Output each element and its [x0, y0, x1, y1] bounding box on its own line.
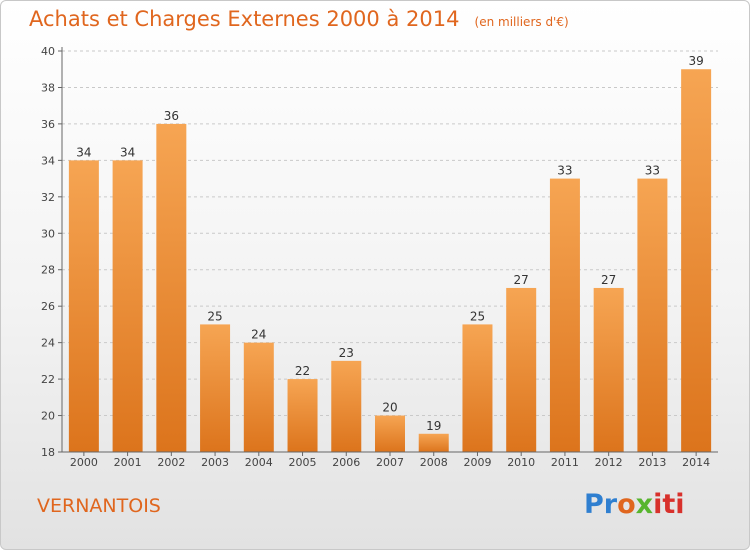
y-tick-label: 32: [41, 191, 55, 204]
logo-part: x: [635, 489, 654, 520]
data-label: 25: [470, 309, 485, 323]
bar: [549, 178, 580, 452]
x-tick-label: 2006: [332, 456, 360, 469]
bar: [243, 342, 274, 452]
y-tick-label: 30: [41, 227, 55, 240]
x-tick-label: 2010: [507, 456, 535, 469]
x-tick-label: 2002: [157, 456, 185, 469]
title-row: Achats et Charges Externes 2000 à 2014 (…: [29, 7, 569, 31]
proxiti-logo: Proxiti: [584, 489, 685, 520]
commune-name: VERNANTOIS: [37, 495, 161, 517]
data-label: 34: [120, 145, 135, 159]
data-label: 36: [164, 109, 179, 123]
y-tick-label: 36: [41, 118, 55, 131]
bar: [637, 178, 668, 452]
x-tick-label: 2009: [463, 456, 491, 469]
bar: [156, 123, 187, 452]
x-tick-label: 2003: [201, 456, 229, 469]
y-tick-label: 22: [41, 373, 55, 386]
data-label: 19: [426, 419, 441, 433]
data-label: 34: [76, 145, 91, 159]
y-tick-label: 34: [41, 154, 55, 167]
data-label: 23: [339, 346, 354, 360]
bar: [418, 433, 449, 452]
logo-part: Pr: [584, 489, 618, 520]
data-label: 27: [601, 273, 616, 287]
bar: [506, 287, 537, 452]
x-tick-label: 2014: [682, 456, 710, 469]
bars: 34 34 36 25 24 22 23 20 19 25 27 33 27 33 39: [68, 54, 712, 453]
bar: [462, 324, 493, 452]
y-tick-label: 26: [41, 300, 55, 313]
bar: [375, 415, 405, 452]
y-tick-label: 18: [41, 446, 55, 459]
x-tick-label: 2004: [245, 456, 273, 469]
y-tick-label: 38: [41, 81, 55, 94]
y-tick-label: 28: [41, 264, 55, 277]
x-tick-label: 2012: [595, 456, 623, 469]
data-label: 22: [295, 364, 310, 378]
bar: [287, 379, 318, 452]
data-label: 39: [688, 54, 703, 68]
bar: [331, 360, 362, 452]
y-tick-label: 20: [41, 410, 55, 423]
bar: [200, 324, 231, 452]
data-label: 33: [645, 164, 660, 178]
data-label: 27: [514, 273, 529, 287]
bar: [68, 160, 99, 452]
axes: 18 20 22 24 26 28 30 32 34 36 38 40 2000 2001 2002 2003…: [41, 45, 718, 469]
data-label: 25: [207, 309, 222, 323]
bar: [681, 69, 712, 453]
y-tick-label: 40: [41, 45, 55, 58]
logo-part: iti: [653, 489, 685, 520]
x-tick-label: 2013: [638, 456, 666, 469]
x-tick-label: 2000: [70, 456, 98, 469]
bar: [593, 287, 624, 452]
logo-part: o: [617, 489, 636, 520]
chart-title: Achats et Charges Externes 2000 à 2014: [29, 7, 460, 31]
data-label: 33: [557, 164, 572, 178]
data-label: 24: [251, 328, 266, 342]
data-label: 20: [382, 401, 397, 415]
x-tick-label: 2008: [420, 456, 448, 469]
y-tick-label: 24: [41, 337, 55, 350]
x-tick-label: 2001: [114, 456, 142, 469]
bar: [112, 160, 143, 452]
chart-unit: (en milliers d'€): [474, 15, 569, 29]
x-tick-label: 2005: [289, 456, 317, 469]
x-tick-label: 2011: [551, 456, 579, 469]
x-tick-label: 2007: [376, 456, 404, 469]
